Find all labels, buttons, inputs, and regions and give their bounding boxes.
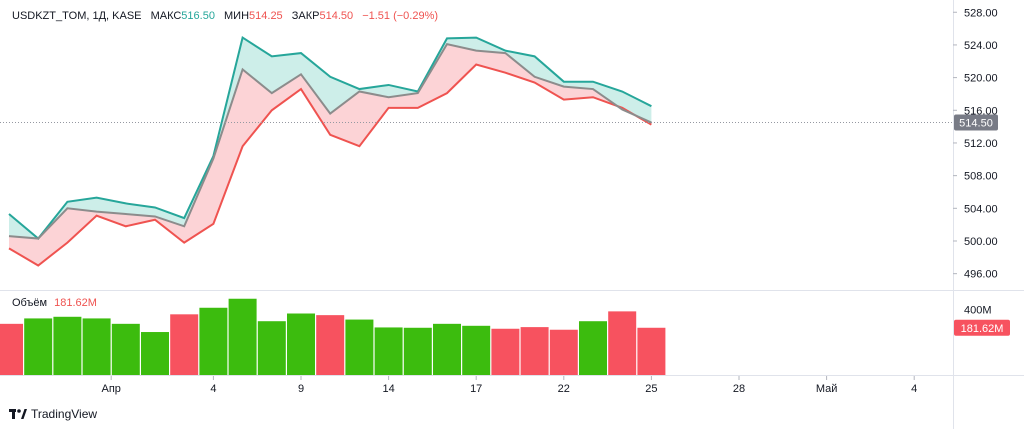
time-tick-label: 14: [382, 383, 394, 395]
close-label: ЗАКР: [291, 10, 320, 22]
volume-bar: [433, 323, 461, 375]
volume-bar: [53, 316, 82, 375]
price-tags: 514.50 181.62M: [0, 114, 1010, 336]
volume-bar: [374, 327, 403, 375]
time-tick-label: 17: [470, 383, 482, 395]
high-value: 516.50: [181, 10, 215, 22]
last-price-tag-text: 514.50: [959, 118, 993, 130]
volume-bar: [24, 318, 53, 375]
volume-bar: [316, 315, 345, 375]
time-tick-label: 4: [210, 383, 216, 395]
time-tick-label: 28: [733, 383, 745, 395]
chart-header: USDKZT_TOM, 1Д, KASE МАКС516.50 МИН514.2…: [12, 10, 444, 22]
volume-header: Объём 181.62M: [12, 297, 97, 309]
range-fills: [9, 37, 652, 266]
volume-bar: [141, 332, 169, 375]
high-line: [8, 35, 652, 240]
volume-bars: [0, 298, 666, 375]
low-line: [8, 63, 652, 267]
tradingview-icon: [9, 409, 27, 419]
volume-tag: [954, 319, 1010, 336]
close-line: [8, 42, 652, 240]
close-value: 514.50: [319, 10, 354, 22]
volume-bar: [637, 327, 666, 375]
price-lines: [8, 35, 652, 267]
time-tick-label: 25: [645, 383, 657, 395]
price-tick-label: 520.00: [964, 73, 998, 85]
high-close-fill: [9, 37, 652, 239]
volume-bar: [491, 328, 520, 375]
time-tick-label: 4: [911, 383, 917, 395]
price-tick-label: 516.00: [964, 105, 998, 117]
time-tick-label: 9: [298, 383, 304, 395]
volume-bar: [82, 318, 111, 375]
volume-tick-label: 400M: [964, 304, 992, 316]
time-axis: Апр 4 9 14 17 22 25 28 Май 4: [101, 376, 917, 395]
price-tick-label: 508.00: [964, 171, 998, 183]
last-price-tag: [954, 114, 998, 131]
price-tick-label: 512.00: [964, 138, 998, 150]
price-tick-label: 524.00: [964, 40, 998, 52]
price-tick-label: 504.00: [964, 203, 998, 215]
volume-bar: [287, 313, 315, 375]
volume-bar: [579, 321, 607, 375]
price-tick-label: 496.00: [964, 269, 998, 281]
volume-tag-text: 181.62M: [961, 323, 1004, 335]
volume-value: 181.62M: [54, 297, 97, 309]
volume-bar: [111, 323, 140, 375]
low-label: МИН: [224, 10, 250, 22]
volume-bar: [257, 321, 286, 375]
volume-bar: [549, 329, 578, 375]
volume-bar: [403, 327, 432, 375]
volume-bar: [0, 323, 23, 375]
time-tick-label: 22: [558, 383, 570, 395]
volume-bar: [228, 298, 257, 375]
volume-bar: [608, 311, 637, 375]
volume-bar: [520, 327, 549, 375]
volume-bar: [199, 307, 228, 375]
change-value: −1.51 (−0.29%): [362, 10, 439, 22]
high-label: МАКС: [150, 10, 182, 22]
price-tick-label: 528.00: [964, 7, 998, 19]
low-value: 514.25: [249, 10, 283, 22]
volume-bar: [345, 319, 374, 375]
logo-text: TradingView: [31, 407, 98, 421]
symbol-label[interactable]: USDKZT_TOM, 1Д, KASE: [12, 10, 142, 22]
volume-bar: [462, 325, 491, 375]
tradingview-logo[interactable]: TradingView: [9, 407, 97, 421]
time-tick-label: Апр: [101, 383, 120, 395]
price-axis: 528.00 524.00 520.00 516.00 512.00 508.00 504.…: [953, 7, 998, 316]
price-tick-label: 500.00: [964, 236, 998, 248]
volume-label[interactable]: Объём: [12, 297, 48, 309]
time-tick-label: Май: [816, 383, 838, 395]
volume-bar: [170, 314, 199, 375]
